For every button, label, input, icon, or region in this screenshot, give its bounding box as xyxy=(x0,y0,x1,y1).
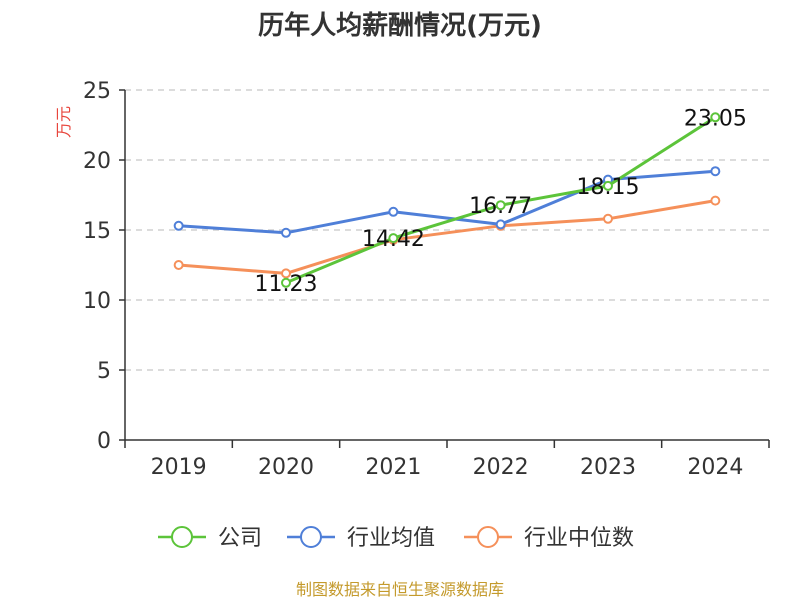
data-point xyxy=(710,195,721,206)
data-point xyxy=(710,112,721,123)
data-label: 23.05 xyxy=(684,106,747,131)
x-tick-label: 2023 xyxy=(580,455,636,480)
legend: 公司 行业均值 行业中位数 xyxy=(158,526,634,551)
axes xyxy=(119,89,770,448)
x-tick-label: 2019 xyxy=(151,455,207,480)
data-point xyxy=(173,220,184,231)
y-axis-label: 万元 xyxy=(54,106,73,138)
data-label: 14.42 xyxy=(362,227,425,252)
x-tick-label: 2024 xyxy=(687,455,743,480)
data-point xyxy=(281,277,291,288)
data-point xyxy=(603,180,613,191)
data-point xyxy=(603,213,613,224)
x-tick-labels: 2019 2020 2021 2022 2023 2024 xyxy=(151,455,744,480)
data-point xyxy=(495,200,506,211)
data-label: 16.77 xyxy=(469,194,532,219)
data-point xyxy=(710,166,721,177)
data-point xyxy=(173,260,184,270)
y-tick-label: 0 xyxy=(97,429,111,454)
data-point xyxy=(495,219,506,230)
legend-label: 行业中位数 xyxy=(524,526,634,551)
data-point xyxy=(281,268,291,279)
x-tick-label: 2021 xyxy=(365,455,421,480)
data-point xyxy=(388,206,399,217)
legend-marker-1 xyxy=(300,526,322,548)
grid-lines xyxy=(125,89,769,371)
x-tick-label: 2022 xyxy=(473,455,529,480)
y-tick-label: 5 xyxy=(97,359,111,384)
series-line-1 xyxy=(178,169,716,235)
data-label: 18.15 xyxy=(577,175,640,200)
legend-marker-0 xyxy=(171,526,193,548)
x-tick-label: 2020 xyxy=(258,455,314,480)
series-group xyxy=(173,112,721,288)
series-line-2 xyxy=(178,199,716,275)
y-tick-labels: 0 5 10 15 20 25 xyxy=(83,79,111,454)
legend-label: 公司 xyxy=(218,526,262,551)
data-labels: 11.23 14.42 16.77 18.15 23.05 xyxy=(255,106,747,296)
data-label: 11.23 xyxy=(255,272,318,297)
chart-title: 历年人均薪酬情况(万元) xyxy=(258,10,542,41)
legend-marker-2 xyxy=(477,526,499,548)
legend-label: 行业均值 xyxy=(347,526,435,551)
data-point xyxy=(281,227,291,238)
y-tick-label: 15 xyxy=(83,219,111,244)
y-tick-label: 25 xyxy=(83,79,111,104)
y-tick-label: 10 xyxy=(83,289,111,314)
source-note: 制图数据来自恒生聚源数据库 xyxy=(296,580,504,599)
data-point xyxy=(388,233,399,244)
y-tick-label: 20 xyxy=(83,149,111,174)
